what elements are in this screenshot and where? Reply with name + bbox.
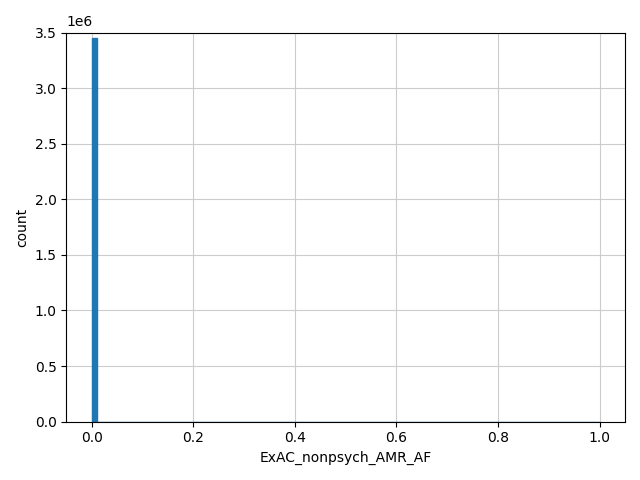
Bar <box>92 38 97 421</box>
X-axis label: ExAC_nonpsych_AMR_AF: ExAC_nonpsych_AMR_AF <box>259 451 432 465</box>
Text: 1e6: 1e6 <box>67 15 93 29</box>
Y-axis label: count: count <box>15 207 29 247</box>
